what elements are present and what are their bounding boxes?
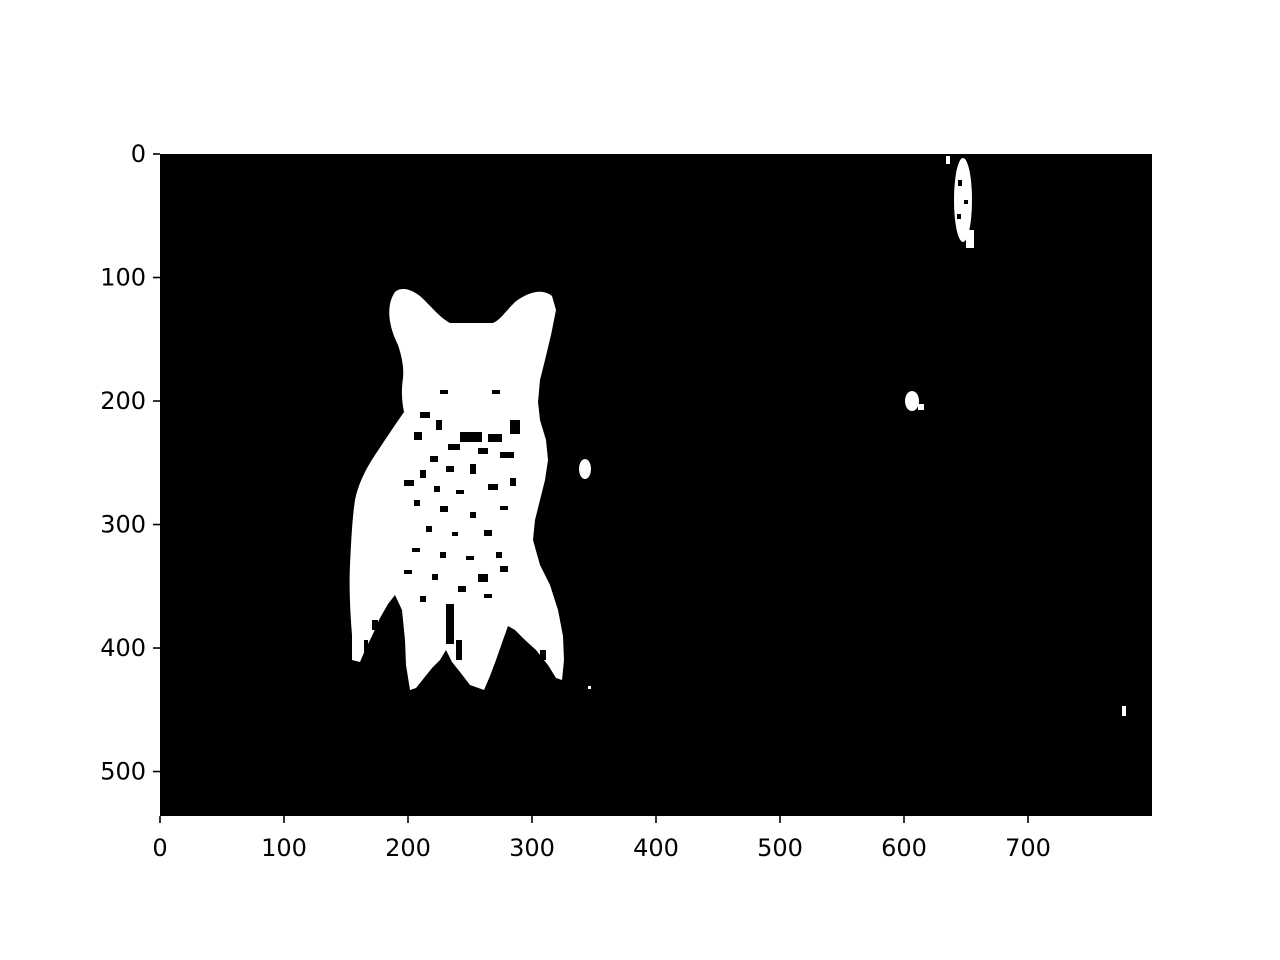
x-tick-label: 400 [633,834,679,862]
y-tick-label: 200 [100,387,146,415]
mask-blobs [579,156,1126,716]
x-tick-label: 600 [881,834,927,862]
x-axis: 0 100 200 300 400 500 600 700 [152,816,1051,862]
x-tick-label: 300 [509,834,555,862]
fox-silhouette [349,288,564,690]
x-tick-label: 200 [385,834,431,862]
y-axis: 0 100 200 300 400 500 [100,140,160,786]
x-tick-label: 0 [152,834,167,862]
y-tick-label: 300 [100,511,146,539]
x-tick-label: 100 [261,834,307,862]
y-tick-label: 500 [100,758,146,786]
fox-dark-speckles [364,390,546,660]
y-tick-label: 0 [131,140,146,168]
mask-background [160,154,1152,816]
y-tick-label: 400 [100,634,146,662]
x-tick-label: 500 [757,834,803,862]
y-tick-label: 100 [100,264,146,292]
mask-blob-speckles [957,180,968,219]
binary-mask-image [160,154,1152,816]
x-tick-label: 700 [1005,834,1051,862]
